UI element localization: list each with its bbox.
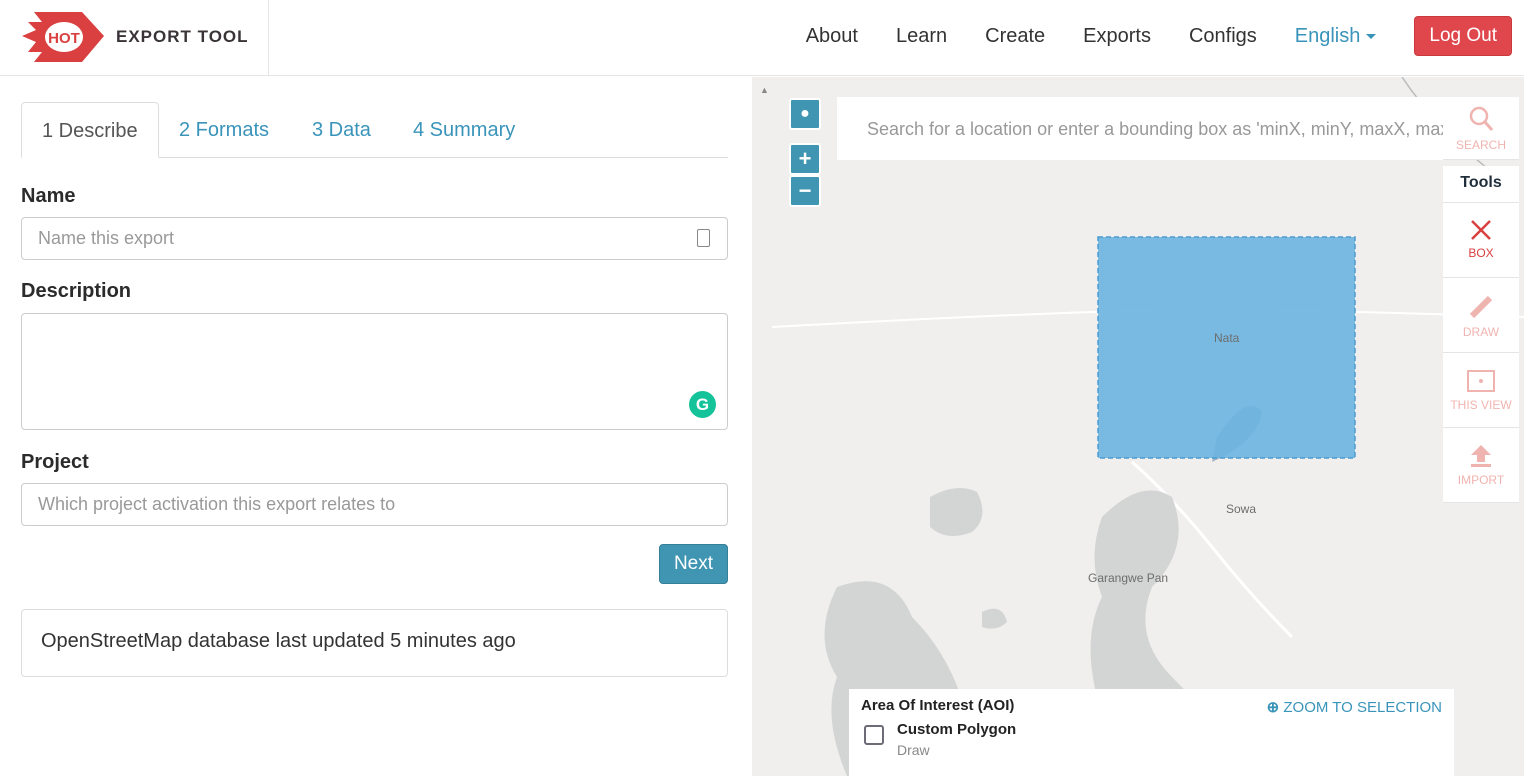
tab-summary[interactable]: 4 Summary <box>413 119 516 141</box>
description-label: Description <box>21 280 132 302</box>
project-placeholder: Which project activation this export rel… <box>38 494 396 514</box>
nav-about[interactable]: About <box>805 24 858 47</box>
project-input[interactable]: Which project activation this export rel… <box>21 483 728 526</box>
wizard-tabs: 1 Describe 2 Formats 3 Data 4 Summary <box>21 102 728 158</box>
language-dropdown[interactable]: English <box>1295 25 1377 48</box>
logo[interactable]: HOT EXPORT TOOL <box>0 0 269 76</box>
logout-button[interactable]: Log Out <box>1414 16 1512 56</box>
place-label-garangwe-pan: Garangwe Pan <box>1088 571 1169 585</box>
caret-down-icon <box>1366 33 1377 39</box>
search-icon <box>1469 106 1494 131</box>
tool-box[interactable]: BOX <box>1443 203 1519 278</box>
osm-status: OpenStreetMap database last updated 5 mi… <box>21 609 728 677</box>
map[interactable]: Nata Sowa Garangwe Pan ▲ ● + − Search fo… <box>752 77 1524 776</box>
tab-describe[interactable]: 1 Describe <box>21 102 159 158</box>
aoi-item-sub: Draw <box>897 742 930 758</box>
export-form-panel: 1 Describe 2 Formats 3 Data 4 Summary Na… <box>0 77 752 776</box>
zoom-in-magnifier-icon: ⊕ <box>1266 699 1280 716</box>
tool-this-view[interactable]: THIS VIEW <box>1443 353 1519 428</box>
project-label: Project <box>21 451 89 473</box>
nav-learn[interactable]: Learn <box>895 24 948 47</box>
logo-text: EXPORT TOOL <box>116 27 249 46</box>
tool-this-view-label: THIS VIEW <box>1450 398 1512 412</box>
place-label-nata: Nata <box>1214 331 1240 345</box>
nav-create[interactable]: Create <box>985 24 1046 47</box>
name-placeholder: Name this export <box>38 228 175 248</box>
aoi-panel: Area Of Interest (AOI) ⊕ ZOOM TO SELECTI… <box>849 689 1454 776</box>
map-tiles <box>771 77 1524 776</box>
nav-exports[interactable]: Exports <box>1083 24 1151 47</box>
language-label: English <box>1294 24 1361 47</box>
next-button[interactable]: Next <box>659 544 728 584</box>
zoom-to-selection-label: ZOOM TO SELECTION <box>1283 699 1442 716</box>
search-button-label: SEARCH <box>1455 138 1506 152</box>
tool-import[interactable]: IMPORT <box>1443 428 1519 503</box>
tool-draw[interactable]: DRAW <box>1443 278 1519 353</box>
svg-text:HOT: HOT <box>48 30 80 47</box>
frame-icon <box>1467 370 1495 392</box>
tool-box-label: BOX <box>1468 246 1494 260</box>
aoi-checkbox[interactable] <box>864 725 884 745</box>
grammarly-icon[interactable]: G <box>689 391 716 418</box>
zoom-in-button[interactable]: + <box>789 143 821 175</box>
name-input[interactable]: Name this export <box>21 217 728 260</box>
header: HOT EXPORT TOOL About Learn Create Expor… <box>0 0 1524 76</box>
zoom-out-button[interactable]: − <box>789 175 821 207</box>
globe-icon[interactable]: ● <box>789 98 821 130</box>
upload-icon <box>1471 445 1491 467</box>
place-label-sowa: Sowa <box>1226 502 1257 516</box>
search-button[interactable]: SEARCH <box>1443 97 1519 160</box>
main-nav: About Learn Create Exports Configs Engli… <box>806 16 1512 56</box>
aoi-item-name: Custom Polygon <box>897 721 1017 738</box>
search-placeholder: Search for a location or enter a boundin… <box>867 119 1443 139</box>
hot-logo-icon: HOT <box>22 12 104 62</box>
nav-configs[interactable]: Configs <box>1188 24 1257 47</box>
x-icon <box>1471 220 1491 240</box>
collapse-arrow-icon[interactable]: ▲ <box>760 85 769 95</box>
zoom-to-selection-button[interactable]: ⊕ ZOOM TO SELECTION <box>1267 698 1442 716</box>
location-search-input[interactable]: Search for a location or enter a boundin… <box>837 97 1443 160</box>
tools-title: Tools <box>1443 166 1519 203</box>
contact-card-icon <box>697 229 710 247</box>
tab-formats[interactable]: 2 Formats <box>179 119 270 141</box>
pencil-icon <box>1469 295 1493 319</box>
name-label: Name <box>21 185 76 207</box>
tab-data[interactable]: 3 Data <box>312 119 371 141</box>
aoi-title: Area Of Interest (AOI) <box>861 697 1015 714</box>
tool-import-label: IMPORT <box>1457 473 1505 487</box>
description-textarea[interactable]: G <box>21 313 728 430</box>
tool-draw-label: DRAW <box>1462 325 1500 339</box>
